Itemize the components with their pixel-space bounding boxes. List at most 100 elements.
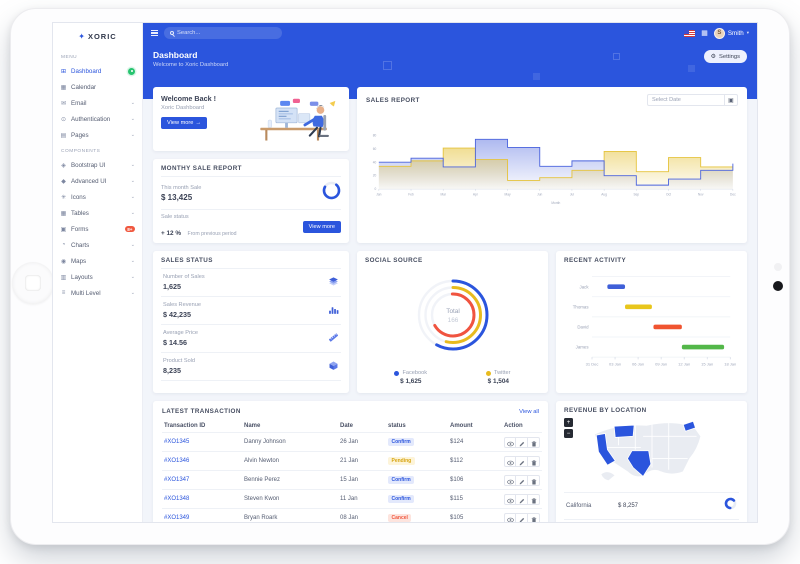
sidebar-item-layouts[interactable]: ▥ Layouts ⌄ (53, 269, 142, 285)
ruler-icon (328, 330, 339, 348)
table-column-header: Amount (450, 423, 473, 429)
delete-button[interactable] (528, 436, 540, 448)
charts-icon: ◔ (61, 242, 66, 248)
user-menu[interactable]: S Smith ▾ (713, 27, 749, 39)
sidebar-item-email[interactable]: ✉ Email ⌄ (53, 95, 142, 111)
sidebar-item-authentication[interactable]: ⊙ Authentication ⌄ (53, 111, 142, 127)
calendar-icon[interactable]: ▣ (725, 94, 738, 106)
language-flag-icon[interactable] (684, 29, 696, 37)
search-input[interactable]: Search... (164, 27, 282, 39)
transaction-amount: $105 (448, 508, 502, 522)
legend-item: Twitter $ 1,504 (486, 370, 511, 385)
map-zoom-in-button[interactable]: + (564, 418, 573, 427)
transaction-id-link[interactable]: #XO1348 (162, 489, 242, 508)
sidebar-item-label: Dashboard (71, 67, 102, 75)
usa-map[interactable] (581, 414, 723, 492)
arrow-right-icon (195, 120, 201, 126)
view-button[interactable] (504, 474, 516, 486)
sidebar-item-pages[interactable]: ▤ Pages ⌄ (53, 127, 142, 143)
edit-button[interactable] (516, 455, 528, 467)
app-screen: ✦ XORIC MENU ⊞ Dashboard ▦ Calendar ✉ Email ⌄ ⊙ A… (52, 22, 758, 523)
transaction-id-link[interactable]: #XO1345 (162, 432, 242, 451)
state-montana[interactable] (613, 424, 635, 438)
chevron-down-icon: ⌄ (130, 162, 135, 168)
eye-icon (506, 492, 514, 507)
transaction-amount: $106 (448, 470, 502, 489)
sidebar-item-label: Multi Level (71, 289, 101, 297)
edit-button[interactable] (516, 493, 528, 505)
edit-button[interactable] (516, 512, 528, 522)
apps-grid-icon[interactable]: ▦ (701, 29, 708, 37)
welcome-view-more-button[interactable]: View more (161, 117, 207, 129)
sidebar-section-label: MENU (61, 55, 78, 60)
sidebar-item-advanced-ui[interactable]: ◆ Advanced UI ⌄ (53, 173, 142, 189)
state-new-york[interactable] (682, 420, 696, 432)
delete-button[interactable] (528, 511, 540, 522)
transaction-id-link[interactable]: #XO1349 (162, 508, 242, 522)
recent-activity-title: RECENT ACTIVITY (564, 257, 627, 264)
menu-toggle-icon[interactable] (151, 30, 158, 36)
view-button[interactable] (504, 455, 516, 467)
edit-button[interactable] (516, 436, 528, 448)
sidebar-item-label: Maps (71, 257, 87, 265)
view-all-link[interactable]: View all (519, 408, 539, 415)
delete-button[interactable] (528, 474, 540, 486)
sidebar-item-tables[interactable]: ▦ Tables ⌄ (53, 205, 142, 221)
authentication-icon: ⊙ (60, 116, 67, 123)
dashboard-content: Welcome Back ! Xoric Dashboard View more (143, 87, 757, 522)
svg-text:Month: Month (551, 201, 560, 205)
sidebar-item-charts[interactable]: ◔ Charts ⌄ (53, 237, 142, 253)
monthly-view-more-button[interactable]: View more (302, 221, 341, 233)
icons-icon: ✳ (60, 194, 67, 201)
select-date-input[interactable]: Select Date (647, 94, 725, 106)
sales-status-card: SALES STATUS Number of Sales 1,625 (153, 251, 349, 393)
svg-text:03 Jan: 03 Jan (609, 361, 621, 366)
sidebar-item-badge (128, 67, 135, 75)
svg-text:Thomas: Thomas (573, 304, 590, 309)
edit-button[interactable] (516, 473, 528, 488)
svg-text:Apr: Apr (473, 193, 479, 197)
transaction-id-link[interactable]: #XO1347 (162, 470, 242, 489)
svg-text:Aug: Aug (601, 193, 607, 197)
view-button[interactable] (504, 512, 516, 522)
status-badge: Cancel (388, 514, 412, 522)
delete-button[interactable] (528, 455, 540, 467)
settings-button[interactable]: ⚙ Settings (703, 50, 747, 63)
pencil-icon (519, 473, 525, 488)
trash-icon (531, 511, 537, 522)
app-logo[interactable]: ✦ XORIC (53, 23, 142, 49)
svg-text:Jan: Jan (376, 193, 381, 197)
sidebar-item-label: Icons (71, 193, 86, 201)
transaction-id-link[interactable]: #XO1346 (162, 451, 242, 470)
welcome-subtitle: Xoric Dashboard (161, 105, 205, 111)
sidebar-item-bootstrap-ui[interactable]: ◈ Bootstrap UI ⌄ (53, 157, 142, 173)
social-source-title: SOCIAL SOURCE (365, 257, 423, 264)
revenue-location-title: REVENUE BY LOCATION (564, 407, 647, 414)
svg-text:James: James (576, 345, 590, 350)
sidebar-item-calendar[interactable]: ▦ Calendar (53, 79, 142, 95)
transaction-date: 26 Jan (338, 432, 386, 451)
tablet-home-button[interactable] (12, 262, 54, 304)
state-texas[interactable] (626, 450, 651, 477)
sidebar-item-label: Charts (71, 241, 90, 249)
decor-square (688, 65, 695, 72)
social-source-card: SOCIAL SOURCE Total 166 Facebook $ 1,625 (357, 251, 548, 393)
sidebar-item-multi-level[interactable]: ≡ Multi Level ⌄ (53, 285, 142, 301)
sidebar-item-dashboard[interactable]: ⊞ Dashboard (53, 63, 142, 79)
chevron-down-icon: ⌄ (130, 290, 135, 296)
main-area: Search... ▦ S Smith ▾ Dashboard Welcome … (143, 23, 757, 522)
sidebar-item-icons[interactable]: ✳ Icons ⌄ (53, 189, 142, 205)
eye-icon (506, 435, 514, 450)
sidebar-item-label: Authentication (71, 115, 111, 123)
table-column-header: Date (340, 423, 354, 429)
sidebar-item-forms[interactable]: ▣ Forms 8+ (53, 221, 142, 237)
calendar-icon: ▦ (60, 84, 67, 91)
revenue-progress-ring (724, 497, 737, 515)
view-button[interactable] (504, 435, 516, 450)
logo-text: XORIC (87, 31, 117, 41)
view-button[interactable] (504, 492, 516, 507)
state-california[interactable] (595, 433, 616, 466)
sidebar-item-maps[interactable]: ◉ Maps ⌄ (53, 253, 142, 269)
delete-button[interactable] (528, 493, 540, 505)
map-zoom-out-button[interactable]: − (564, 429, 573, 438)
